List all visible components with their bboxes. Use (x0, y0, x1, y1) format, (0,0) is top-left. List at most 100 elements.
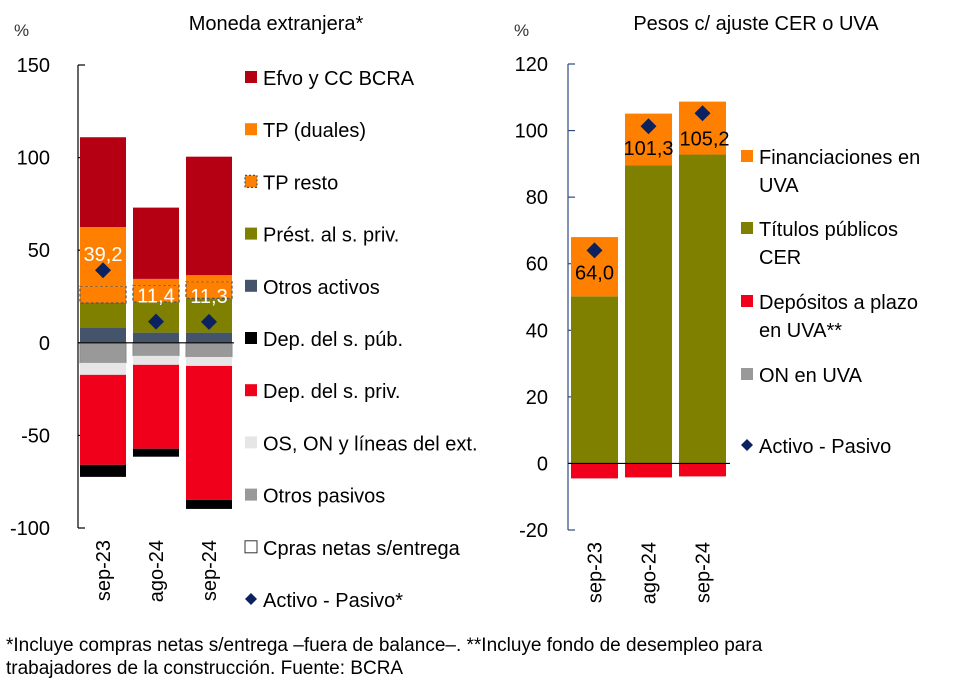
y-tick-label: 150 (17, 55, 50, 77)
bar-segment (133, 448, 179, 457)
legend-label: Efvo y CC BCRA (263, 68, 415, 90)
legend-label: en UVA** (759, 320, 842, 342)
bar-segment (80, 327, 126, 343)
chart-title-right: Pesos c/ ajuste CER o UVA (633, 13, 879, 35)
x-tick-label: sep-24 (693, 542, 715, 603)
y-tick-label: 80 (526, 187, 548, 209)
legend-swatch-icon (741, 222, 753, 234)
marker-activo-pasivo (586, 242, 603, 259)
marker-activo-pasivo (694, 105, 711, 122)
bar-segment (186, 356, 232, 366)
data-label: 39,2 (84, 244, 123, 266)
y-unit-label-left: % (14, 21, 29, 40)
legend-swatch-icon (245, 488, 257, 501)
y-tick-label: 60 (526, 254, 548, 276)
bar-segment (133, 332, 179, 343)
bar-segment (80, 302, 126, 328)
bar-segment (132, 342, 180, 357)
bar-segment (79, 285, 127, 304)
legend-label: Otros activos (263, 277, 380, 299)
bar-segment (80, 362, 126, 375)
y-tick-label: -50 (21, 425, 50, 447)
bar-segment (133, 355, 179, 365)
bar-segment (80, 464, 126, 477)
legend-label: Financiaciones en (759, 147, 920, 169)
legend-label: Cpras netas s/entrega (263, 538, 461, 560)
legend-swatch-icon (244, 174, 258, 188)
bar-segment (571, 463, 618, 479)
bar-segment (679, 463, 726, 477)
bar-segment (186, 365, 232, 500)
legend-swatch-icon (245, 123, 257, 136)
legend-label: ON en UVA (759, 365, 863, 387)
y-tick-label: -20 (519, 520, 548, 542)
bar-segment (186, 156, 232, 276)
bar-segment (625, 463, 672, 478)
legend-label: OS, ON y líneas del ext. (263, 433, 478, 455)
legend-swatch-icon (245, 436, 257, 449)
chart-moneda-extranjera: % Moneda extranjera* 150 100 50 0 -50 -100 39… (10, 13, 478, 612)
footnote: *Incluye compras netas s/entrega –fuera … (6, 634, 956, 680)
legend-label: Activo - Pasivo (759, 436, 891, 458)
footnote-line-2: trabajadores de la construcción. Fuente:… (6, 658, 404, 679)
legend-swatch-icon (245, 384, 257, 397)
legend-swatch-icon (245, 332, 257, 344)
y-tick-label: 50 (28, 240, 50, 262)
x-tick-label: sep-23 (585, 542, 607, 603)
bar-segment (186, 332, 232, 343)
marker-activo-pasivo (95, 262, 111, 279)
legend-diamond-icon (741, 439, 753, 451)
bar-segment (133, 207, 179, 279)
legend-swatch-icon (741, 295, 753, 307)
legend-swatch-icon (244, 540, 258, 554)
legend-swatch-icon (741, 368, 753, 380)
bar-segment (679, 154, 726, 464)
bar-segment (625, 165, 672, 464)
x-tick-label: sep-23 (93, 540, 115, 601)
bar-segment (79, 342, 127, 364)
bar-segment (571, 296, 618, 464)
legend-label: Depósitos a plazo (759, 292, 918, 314)
legend-label: Dep. del s. púb. (263, 329, 403, 351)
legend-swatch-icon (245, 71, 257, 83)
x-tick-label: sep-24 (199, 540, 221, 601)
y-tick-label: 40 (526, 320, 548, 342)
bar-segment (133, 278, 179, 286)
legend-label: Títulos públicos (759, 219, 898, 241)
legend-label: TP (duales) (263, 120, 366, 142)
legend-label: UVA (759, 175, 799, 197)
y-tick-label: 100 (17, 148, 50, 170)
y-tick-label: 100 (515, 121, 548, 143)
data-label: 101,3 (623, 138, 673, 160)
legend-swatch-icon (741, 150, 753, 162)
bar-segment (133, 364, 179, 449)
data-label: 64,0 (575, 262, 614, 284)
marker-activo-pasivo (640, 118, 657, 135)
x-tick-label: ago-24 (639, 542, 661, 604)
legend-label: Dep. del s. priv. (263, 381, 400, 403)
bar-segment (80, 137, 126, 228)
bar-segment (80, 374, 126, 465)
legend-label: TP resto (263, 172, 338, 194)
bar-segment (186, 499, 232, 509)
marker-activo-pasivo (148, 313, 164, 330)
data-label: 11,3 (190, 286, 227, 308)
marker-activo-pasivo (201, 313, 217, 330)
legend-label: CER (759, 247, 801, 269)
chart-pesos-cer-uva: % Pesos c/ ajuste CER o UVA 120 100 80 60 40… (514, 13, 920, 604)
legend-swatch-icon (245, 227, 257, 240)
bar-segment (186, 275, 232, 282)
chart-title-left: Moneda extranjera* (189, 13, 364, 35)
footnote-line-1: *Incluye compras netas s/entrega –fuera … (6, 635, 763, 656)
x-tick-label: ago-24 (146, 540, 168, 602)
legend-label: Otros pasivos (263, 486, 385, 508)
y-tick-label: 0 (39, 333, 50, 355)
legend-swatch-icon (245, 279, 257, 292)
y-unit-label-right: % (514, 21, 529, 40)
y-tick-label: 120 (515, 54, 548, 76)
y-tick-label: -100 (10, 518, 50, 540)
y-tick-label: 20 (526, 387, 548, 409)
legend-label: Prést. al s. priv. (263, 225, 399, 247)
legend-diamond-icon (245, 593, 257, 605)
